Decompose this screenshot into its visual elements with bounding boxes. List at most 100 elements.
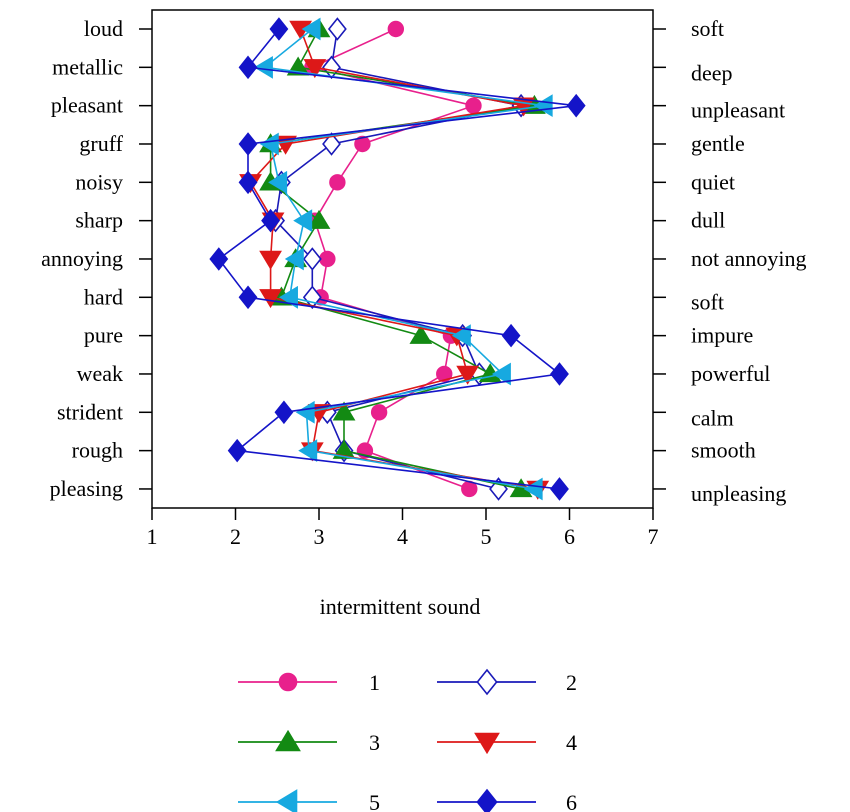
x-axis: 1 2 3 4 5 6 7	[147, 508, 659, 549]
legend-item-3: 3	[238, 729, 380, 755]
marker-triangle-down	[474, 732, 500, 755]
marker-triangle-left	[451, 324, 471, 348]
marker-triangle-down	[259, 250, 282, 270]
marker-circle	[387, 20, 405, 38]
left-label: sharp	[75, 208, 123, 233]
marker-triangle-left	[259, 132, 279, 156]
legend-label: 3	[369, 730, 380, 755]
marker-diamond	[476, 788, 498, 812]
legend-label: 5	[369, 790, 380, 812]
left-label: loud	[84, 16, 123, 41]
marker-circle	[329, 174, 346, 191]
right-label: deep	[691, 60, 733, 85]
marker-triangle-up	[275, 729, 301, 752]
marker-circle	[465, 97, 482, 114]
marker-diamond	[501, 323, 521, 348]
series-4	[239, 20, 550, 500]
x-tick-label: 3	[314, 524, 325, 549]
right-label: soft	[691, 289, 724, 314]
marker-diamond	[322, 132, 341, 156]
legend-label: 4	[566, 730, 577, 755]
marker-circle	[278, 672, 298, 692]
x-tick-label: 4	[397, 524, 408, 549]
marker-diamond	[238, 170, 258, 195]
marker-triangle-left	[295, 400, 315, 424]
marker-diamond	[566, 93, 586, 118]
marker-triangle-up	[332, 439, 356, 459]
x-tick-label: 6	[564, 524, 575, 549]
left-label: annoying	[41, 246, 123, 271]
right-label: calm	[691, 405, 734, 430]
marker-triangle-left	[284, 247, 304, 271]
marker-triangle-left	[268, 170, 288, 194]
right-label: quiet	[691, 169, 735, 194]
marker-triangle-up	[409, 324, 433, 344]
left-label: pure	[84, 323, 123, 348]
right-label: unpleasant	[691, 98, 785, 123]
left-label: hard	[84, 284, 123, 309]
marker-diamond	[261, 208, 280, 233]
legend-item-2: 2	[437, 668, 577, 696]
marker-diamond	[238, 55, 258, 80]
x-tick-label: 2	[230, 524, 241, 549]
marker-diamond	[550, 362, 569, 386]
right-label: gentle	[691, 131, 745, 156]
marker-diamond	[274, 400, 294, 425]
marker-triangle-up	[307, 209, 331, 229]
legend-item-1: 1	[238, 670, 380, 695]
marker-diamond	[550, 477, 569, 501]
left-label: rough	[72, 438, 123, 463]
marker-circle	[370, 404, 388, 421]
marker-diamond	[269, 17, 289, 41]
marker-diamond	[238, 132, 258, 156]
legend-item-6: 6	[437, 788, 577, 812]
right-label: impure	[691, 323, 753, 348]
marker-triangle-left	[253, 55, 273, 79]
right-axis: soft deep unpleasant gentle quiet dull not ann…	[653, 16, 807, 506]
marker-diamond	[238, 285, 258, 310]
marker-triangle-left	[523, 477, 543, 501]
marker-diamond	[327, 17, 347, 41]
marker-circle	[436, 365, 453, 383]
marker-triangle-up	[332, 401, 356, 421]
left-label: strident	[57, 399, 123, 424]
marker-triangle-down	[259, 289, 282, 309]
marker-triangle-left	[293, 209, 313, 233]
x-axis-label: intermittent sound	[320, 594, 481, 619]
marker-circle	[354, 135, 371, 153]
legend-label: 2	[566, 670, 577, 695]
marker-triangle-left	[533, 94, 553, 118]
legend-label: 6	[566, 790, 577, 812]
legend-item-4: 4	[437, 730, 577, 755]
x-tick-label: 1	[147, 524, 158, 549]
marker-diamond	[209, 247, 229, 271]
marker-circle	[319, 250, 336, 268]
x-tick-label: 7	[648, 524, 659, 549]
left-axis: loud metallic pleasant gruff noisy sharp annoy…	[41, 16, 152, 501]
marker-diamond	[302, 285, 322, 310]
left-label: pleasing	[50, 476, 123, 501]
marker-triangle-down	[303, 59, 327, 79]
right-label: dull	[691, 208, 725, 233]
right-label: soft	[691, 16, 724, 41]
series-5	[253, 17, 553, 501]
marker-triangle-left	[275, 789, 298, 812]
left-label: gruff	[79, 131, 123, 156]
legend-label: 1	[369, 670, 380, 695]
legend-item-5: 5	[238, 789, 380, 812]
left-label: pleasant	[51, 93, 123, 118]
left-label: weak	[77, 361, 123, 386]
marker-triangle-left	[491, 362, 511, 386]
right-label: powerful	[691, 361, 770, 386]
right-label: smooth	[691, 438, 756, 463]
left-label: metallic	[52, 54, 123, 79]
marker-triangle-down	[456, 365, 480, 385]
right-label: not annoying	[691, 246, 807, 271]
marker-diamond	[227, 438, 247, 463]
legend: 1 2 3 4 5 6	[238, 668, 577, 812]
marker-diamond	[302, 247, 322, 271]
marker-triangle-left	[298, 439, 318, 463]
series-6	[209, 17, 586, 501]
left-label: noisy	[75, 169, 123, 194]
